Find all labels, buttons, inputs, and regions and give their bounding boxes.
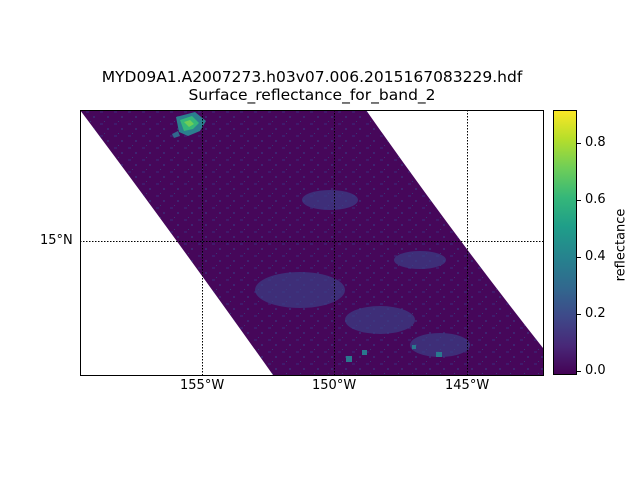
colorbar (553, 110, 581, 375)
colorbar-tick-label: 0.4 (585, 249, 606, 264)
map-title-filename: MYD09A1.A2007273.h03v07.006.201516708322… (101, 68, 523, 86)
swath-texture (80, 110, 543, 375)
colorbar-tick-label: 0.8 (585, 135, 606, 150)
colorbar-frame (553, 110, 577, 375)
map-title-dataset: Surface_reflectance_for_band_2 (188, 86, 436, 104)
colorbar-ticks (577, 143, 581, 372)
hawaii-island (172, 112, 206, 138)
colorbar-tick-label: 0.0 (585, 363, 606, 378)
colorbar-tick-label: 0.6 (585, 192, 606, 207)
colorbar-tick-label: 0.2 (585, 306, 606, 321)
graticule (80, 110, 543, 375)
lat-label-15n: 15°N (40, 233, 73, 248)
map-frame (80, 110, 544, 376)
brighter-patches (255, 190, 470, 357)
lon-label-155w: 155°W (180, 378, 225, 393)
cloud-bright-pixels (346, 345, 442, 362)
colorbar-gradient (553, 110, 577, 375)
lon-label-145w: 145°W (445, 378, 490, 393)
lon-label-150w: 150°W (312, 378, 357, 393)
colorbar-label: reflectance (613, 208, 629, 282)
